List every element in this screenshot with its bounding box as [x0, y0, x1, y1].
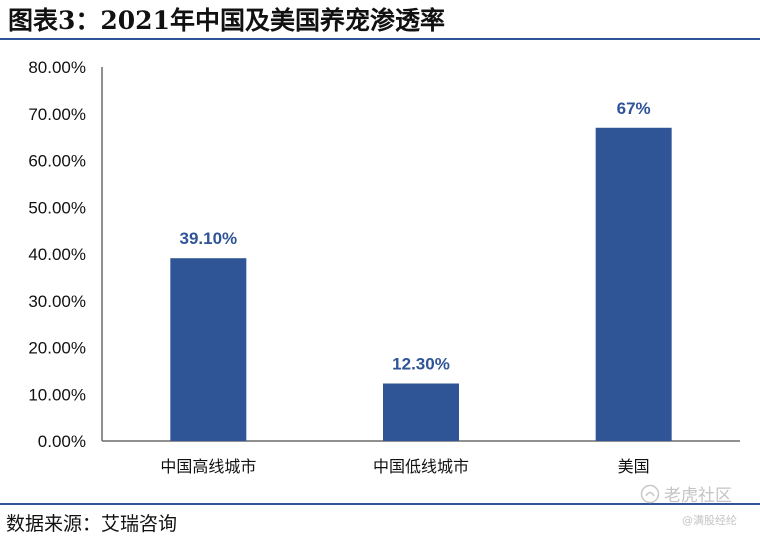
y-tick-label: 30.00% [28, 292, 86, 311]
x-category-label: 美国 [618, 457, 650, 476]
watermark-brand-text: 老虎社区 [664, 486, 732, 506]
y-tick-label: 0.00% [38, 432, 86, 451]
x-axis-categories: 中国高线城市 中国低线城市 美国 [160, 457, 649, 476]
bar [383, 383, 459, 441]
page-title: 图表3：2021年中国及美国养宠渗透率 [8, 6, 445, 35]
watermark-handle: @满股经纶 [682, 514, 737, 527]
bars [170, 127, 672, 442]
watermark-brand: 老虎社区 [640, 481, 732, 506]
data-label: 39.10% [179, 229, 237, 248]
tiger-logo-icon [640, 484, 660, 503]
y-tick-label: 50.00% [28, 198, 86, 217]
y-tick-label: 10.00% [28, 385, 86, 404]
bar [170, 258, 247, 441]
x-category-label: 中国低线城市 [373, 457, 469, 476]
data-label: 67% [617, 99, 651, 118]
y-tick-label: 70.00% [28, 105, 86, 124]
y-tick-label: 60.00% [28, 152, 86, 171]
data-label: 12.30% [392, 354, 450, 373]
y-tick-label: 40.00% [28, 245, 86, 264]
source-divider [0, 503, 760, 505]
x-category-label: 中国高线城市 [160, 457, 256, 476]
title-divider [0, 38, 760, 40]
bar [595, 127, 672, 442]
bar-chart: 0.00% 10.00% 20.00% 30.00% 40.00% 50.00% 60.00… [28, 58, 740, 476]
y-tick-label: 80.00% [28, 58, 86, 77]
source-note: 数据来源：艾瑞咨询 [6, 513, 178, 535]
data-labels: 39.10% 12.30% 67% [179, 99, 650, 374]
y-tick-label: 20.00% [28, 339, 86, 358]
